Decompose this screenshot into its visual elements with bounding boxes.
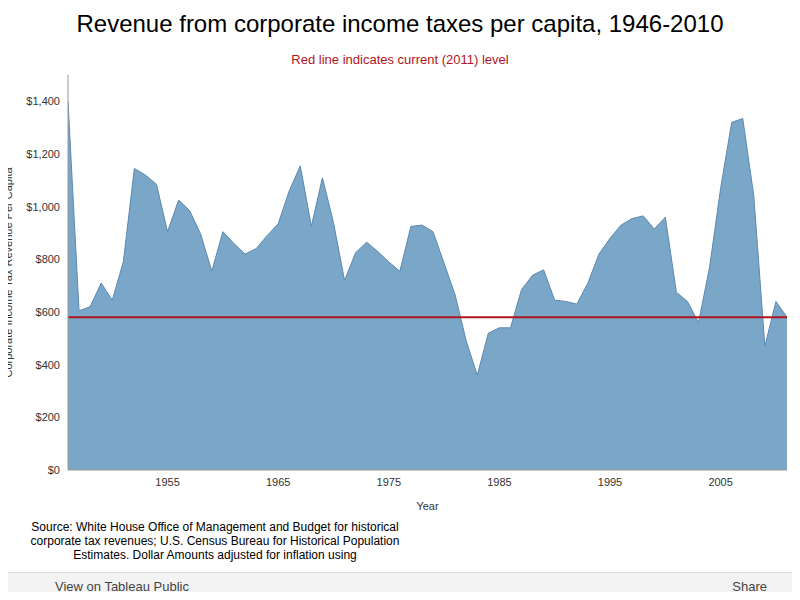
svg-text:1995: 1995 bbox=[598, 476, 622, 488]
svg-text:1955: 1955 bbox=[155, 476, 179, 488]
html-text:Revenue from corporate income: Revenue from corporate income taxes per … bbox=[76, 10, 724, 37]
svg-text:2005: 2005 bbox=[708, 476, 732, 488]
svg-text:1975: 1975 bbox=[377, 476, 401, 488]
svg-text:Year: Year bbox=[416, 500, 439, 512]
svg-text:$600: $600 bbox=[36, 306, 60, 318]
svg-text:1965: 1965 bbox=[266, 476, 290, 488]
svg-text:$800: $800 bbox=[36, 253, 60, 265]
svg-text:$0: $0 bbox=[48, 464, 60, 476]
svg-text:1985: 1985 bbox=[487, 476, 511, 488]
svg-text:Corporate Income Tax Revenue P: Corporate Income Tax Revenue Per Capita bbox=[8, 167, 14, 378]
svg-text:$1,400: $1,400 bbox=[26, 95, 60, 107]
html-text:Source: White House Office of: Source: White House Office of Management… bbox=[30, 520, 400, 562]
svg-text:$200: $200 bbox=[36, 411, 60, 423]
html-text:Red line indicates current (20: Red line indicates current (2011) level bbox=[291, 52, 509, 67]
svg-text:$1,000: $1,000 bbox=[26, 201, 60, 213]
svg-text:$400: $400 bbox=[36, 359, 60, 371]
html-text:View on Tableau Public: View on Tableau Public bbox=[55, 579, 189, 594]
html-text:Share: Share bbox=[732, 579, 767, 594]
svg-text:$1,200: $1,200 bbox=[26, 148, 60, 160]
